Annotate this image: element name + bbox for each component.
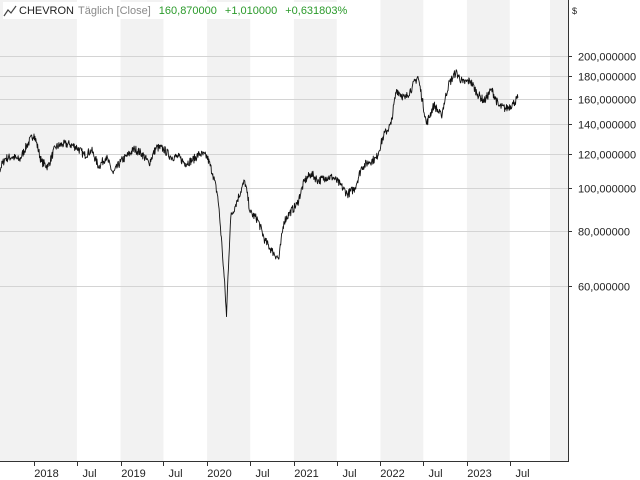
grid-lines	[0, 56, 568, 287]
y-tick-label: 100,000000	[578, 184, 636, 196]
y-tick-label: 80,000000	[578, 227, 630, 239]
y-tick-label: 140,000000	[578, 120, 636, 132]
symbol-label: CHEVRON	[19, 4, 75, 17]
x-tick-label: 2023	[467, 468, 491, 480]
x-tick-label: Jul	[342, 468, 356, 480]
price-change-percent: +0,631803%	[285, 4, 348, 17]
y-tick-label: 180,000000	[578, 72, 636, 84]
background-band	[34, 0, 77, 461]
x-tick-label: 2018	[34, 468, 58, 480]
x-tick-label: 2020	[207, 468, 231, 480]
x-tick-label: Jul	[82, 468, 96, 480]
background-band	[466, 0, 510, 461]
background-band	[0, 0, 34, 461]
y-tick-label: 120,000000	[578, 150, 636, 162]
x-tick-label: 2022	[380, 468, 404, 480]
background-band	[207, 0, 251, 461]
price-line-group	[0, 69, 519, 318]
y-tick-label: 60,000000	[578, 282, 630, 294]
x-tick-label: Jul	[255, 468, 269, 480]
y-tick-label: 160,000000	[578, 95, 636, 107]
y-tick-labels: 60,000000 80,000000 100,000000 120,000000 14…	[568, 52, 636, 294]
line-chart-icon	[3, 5, 17, 16]
last-price: 160,870000	[158, 4, 217, 17]
x-tick-label: 2019	[121, 468, 145, 480]
background-band	[293, 0, 337, 461]
x-tick-label: 2021	[294, 468, 318, 480]
price-change: +1,010000	[224, 4, 278, 17]
background-band	[550, 0, 568, 461]
background-band	[120, 0, 164, 461]
x-tick-label: Jul	[168, 468, 182, 480]
background-band	[380, 0, 424, 461]
chart-header: CHEVRON Täglich [Close] 160,870000 +1,01…	[3, 2, 351, 19]
x-tick-label: Jul	[515, 468, 529, 480]
period-label: Täglich [Close]	[78, 4, 151, 17]
y-tick-label: 200,000000	[578, 52, 636, 64]
currency-label: $	[572, 6, 578, 16]
price-line	[0, 69, 519, 318]
background-bands	[0, 0, 568, 461]
x-tick-labels: 2018 Jul 2019 Jul 2020 Jul 2021 Jul 2022 Jul 2023 J…	[34, 461, 530, 480]
x-tick-label: Jul	[428, 468, 442, 480]
